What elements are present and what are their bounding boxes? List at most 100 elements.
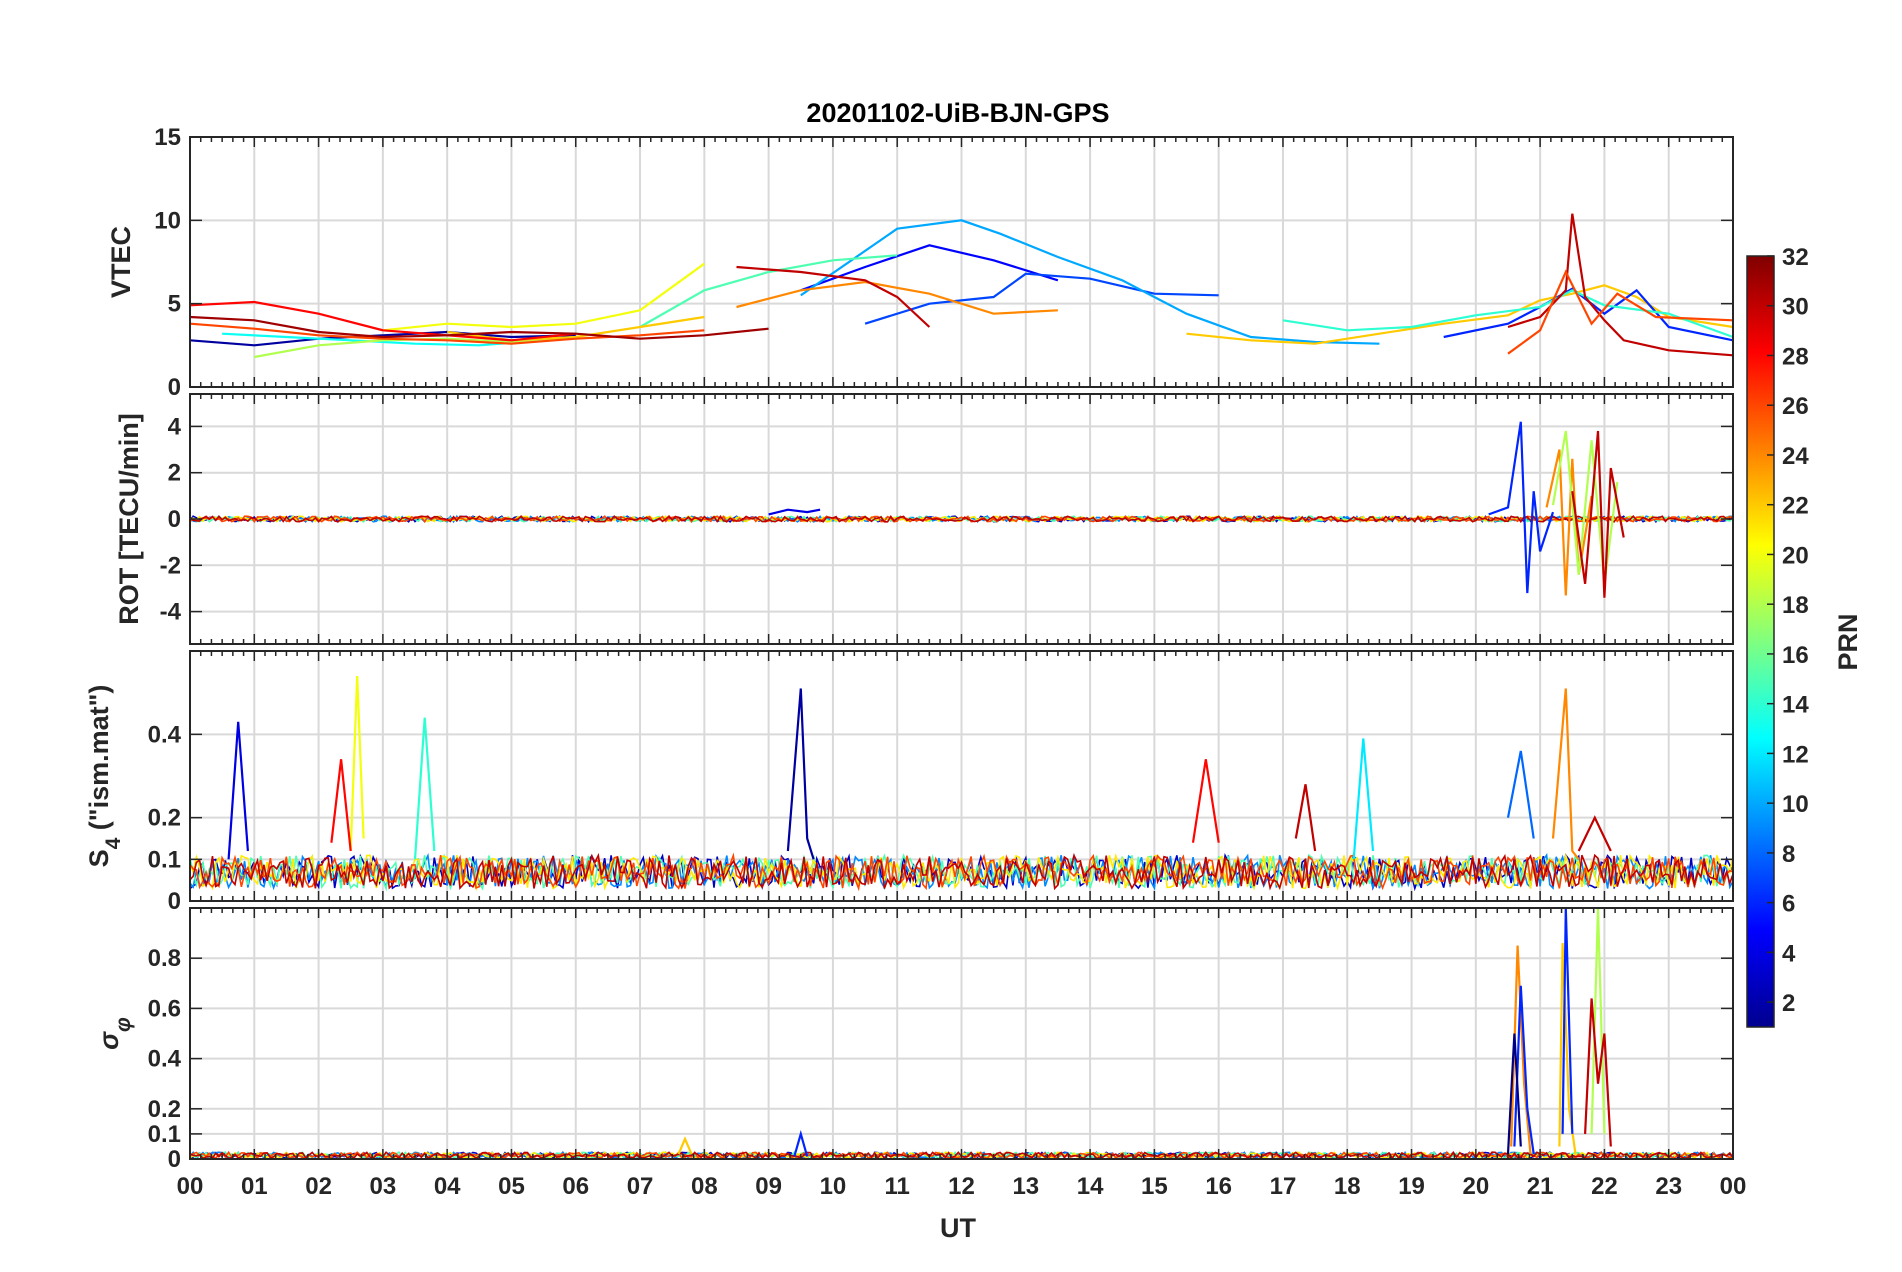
y-tick-label: 4 (168, 413, 182, 440)
series-prn-22 (1186, 284, 1734, 345)
series-prn-13 (222, 332, 544, 347)
x-tick-label: 04 (434, 1173, 461, 1200)
y-tick-label: 10 (154, 207, 181, 234)
y-tick-label: 0.1 (148, 846, 181, 873)
colorbar-label: PRN (1833, 613, 1863, 670)
colorbar-gradient (1746, 255, 1775, 1028)
colorbar-tick-label: 2 (1782, 990, 1795, 1017)
colorbar-tick-label: 24 (1782, 443, 1809, 470)
x-tick-label: 01 (241, 1173, 268, 1200)
series-prn-15 (639, 254, 898, 328)
y-axis-label: VTEC (106, 226, 136, 298)
panel-sigma-phi: 00.10.2 0.4 0.6 0.8 σφ (94, 907, 1734, 1173)
colorbar-tick-label: 28 (1782, 343, 1809, 370)
x-tick-label: 07 (627, 1173, 654, 1200)
y-axis-label: σφ (94, 1017, 135, 1050)
y-axis-label: S4 ("ism.mat") (84, 685, 125, 868)
x-tick-label: 03 (370, 1173, 397, 1200)
y-tick-label: 0.2 (148, 805, 181, 832)
series-prn-6 (1488, 421, 1555, 594)
colorbar-tick-label: 4 (1782, 940, 1796, 967)
y-tick-label: 5 (168, 291, 181, 318)
colorbar-tick-label: 20 (1782, 542, 1809, 569)
x-tick-label: 10 (820, 1173, 847, 1200)
y-tick-label: 0.8 (148, 945, 181, 972)
colorbar-tick-label: 8 (1782, 841, 1795, 868)
y-tick-label: 0.4 (148, 721, 182, 748)
series-prn-8 (1506, 750, 1535, 839)
colorbar-tick-label: 10 (1782, 791, 1809, 818)
x-tick-label: 15 (1141, 1173, 1168, 1200)
series-prn-20 (382, 262, 705, 332)
x-tick-label: 23 (1655, 1173, 1682, 1200)
x-tick-label: 20 (1462, 1173, 1489, 1200)
x-tick-label: 12 (948, 1173, 975, 1200)
x-tick-label: 00 (1720, 1173, 1747, 1200)
series-prn-12 (1352, 738, 1375, 860)
noise-trace (189, 852, 1734, 891)
x-axis-label: UT (940, 1213, 976, 1243)
y-tick-label: 0.1 (148, 1121, 181, 1148)
colorbar-tick-label: 14 (1782, 692, 1809, 719)
colorbar-tick-label: 6 (1782, 891, 1795, 918)
x-tick-label: 22 (1591, 1173, 1618, 1200)
y-tick-label: 2 (168, 460, 181, 487)
colorbar-tick-label: 26 (1782, 393, 1809, 420)
y-tick-label: 0.4 (148, 1046, 182, 1073)
colorbar-tick-label: 12 (1782, 741, 1809, 768)
series-prn-30 (1584, 998, 1612, 1147)
x-tick-label: 02 (305, 1173, 332, 1200)
colorbar-tick-label: 30 (1782, 294, 1809, 321)
series-prn-28 (330, 759, 352, 852)
series-prn-4 (227, 721, 249, 860)
x-tick-label: 21 (1527, 1173, 1554, 1200)
series-prn-14 (413, 717, 436, 860)
series-prn-22 (677, 1136, 693, 1155)
x-tick-label: 09 (755, 1173, 782, 1200)
series-prn-28 (189, 300, 576, 342)
panel-s4: 0 0.1 0.2 0.4 S4 ("ism.mat") (84, 650, 1734, 915)
series-prn-20 (349, 675, 365, 852)
colorbar-tick-label: 22 (1782, 493, 1809, 520)
y-tick-label: 0 (168, 888, 181, 915)
series-prn-14 (1282, 289, 1734, 339)
y-tick-label: -4 (160, 599, 182, 626)
x-tick-label: 13 (1012, 1173, 1039, 1200)
x-tick-label: 00 (177, 1173, 204, 1200)
series-prn-6 (1561, 907, 1574, 1134)
x-axis: 00 01 02 03 04 05 06 07 08 09 10 11 12 13 14 15 16 17 18 19… (177, 1173, 1747, 1200)
x-tick-label: 11 (885, 1173, 910, 1200)
colorbar-tick-label: 16 (1782, 642, 1809, 669)
y-tick-label: 0.6 (148, 995, 181, 1022)
y-tick-label: 0 (168, 506, 181, 533)
series-prn-6 (1513, 985, 1535, 1155)
colorbar-tick-label: 32 (1782, 244, 1809, 271)
x-tick-label: 19 (1398, 1173, 1425, 1200)
series-prn-5 (800, 244, 1059, 292)
x-tick-label: 18 (1334, 1173, 1361, 1200)
series-prn-7 (864, 272, 1219, 325)
x-tick-label: 14 (1077, 1173, 1104, 1200)
series-prn-30 (736, 265, 931, 328)
series-prn-10 (800, 219, 1380, 345)
series-prn-24 (736, 280, 1058, 315)
y-tick-label: 0 (168, 1146, 181, 1173)
y-axis-label: ROT [TECU/min] (114, 413, 144, 624)
series-prn-30 (1507, 213, 1734, 357)
y-tick-label: -2 (160, 552, 181, 579)
series-prn-30 (1571, 430, 1625, 598)
series-prn-30 (1294, 784, 1317, 852)
y-tick-label: 15 (154, 124, 181, 151)
panel-vtec: 0 5 10 15 VTEC (106, 124, 1734, 401)
series-prn-24 (1551, 688, 1580, 860)
series-prn-2 (189, 330, 576, 347)
y-tick-label: 0.2 (148, 1096, 181, 1123)
x-tick-label: 16 (1205, 1173, 1232, 1200)
panel-rot: -4 -2 0 2 4 ROT [TECU/min] (114, 393, 1734, 645)
series-prn-2 (786, 688, 815, 860)
noise-trace (189, 514, 1734, 524)
x-tick-label: 05 (498, 1173, 525, 1200)
